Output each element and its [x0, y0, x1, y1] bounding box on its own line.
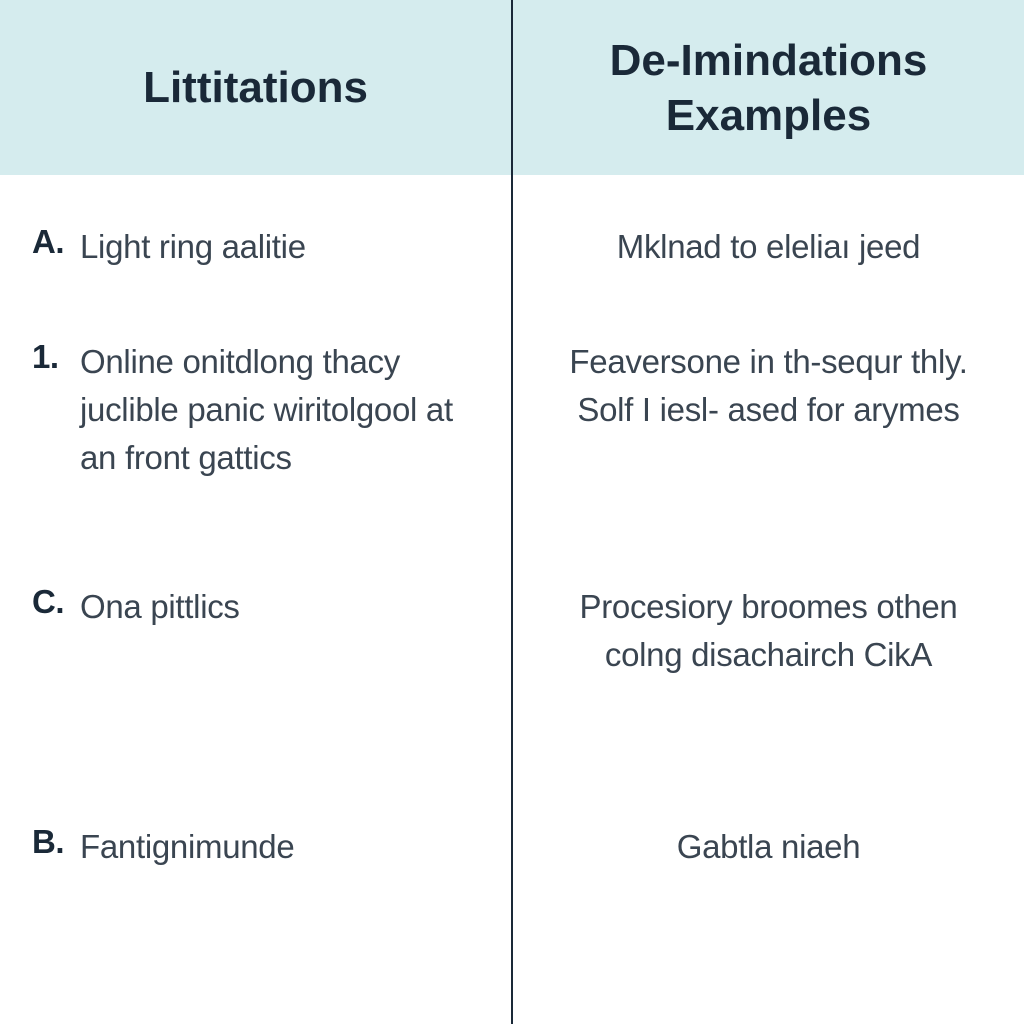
row-left-text: Fantignimunde — [80, 828, 294, 865]
row-right-text: Mklnad to eleliaı jeed — [565, 223, 972, 271]
table-body: A. Light ring aalitie 1. Online onitdlon… — [0, 175, 1024, 1024]
table-row: Feaversone in th-sequr thly. Solf I iesl… — [545, 338, 992, 583]
right-column: Mklnad to eleliaı jeed Feaversone in th-… — [513, 175, 1024, 1024]
row-marker: B. — [32, 823, 80, 861]
table-row: C. Ona pittlics — [32, 583, 479, 823]
table-row: A. Light ring aalitie — [32, 223, 479, 338]
table-row: Mklnad to eleliaı jeed — [545, 223, 992, 338]
row-left-text: Online onitdlong thacy juclible panic wi… — [80, 338, 479, 482]
left-column: A. Light ring aalitie 1. Online onitdlon… — [0, 175, 513, 1024]
table-row: Gabtla niaeh — [545, 823, 992, 923]
table-row: B. Fantignimunde — [32, 823, 479, 923]
row-right-text: Gabtla niaeh — [565, 823, 972, 871]
column-header-left: Littitations — [143, 60, 368, 115]
table-row: Procesiory broomes othen colng disachair… — [545, 583, 992, 823]
comparison-table: Littitations De-Imindations Examples A. … — [0, 0, 1024, 1024]
table-header-row: Littitations De-Imindations Examples — [0, 0, 1024, 175]
row-right-text: Feaversone in th-sequr thly. Solf I iesl… — [565, 338, 972, 434]
table-row: 1. Online onitdlong thacy juclible panic… — [32, 338, 479, 583]
row-right-text: Procesiory broomes othen colng disachair… — [565, 583, 972, 679]
header-cell-right: De-Imindations Examples — [513, 0, 1024, 175]
row-left-text: Ona pittlics — [80, 588, 240, 625]
row-marker: A. — [32, 223, 80, 261]
row-marker: 1. — [32, 338, 80, 376]
row-left-text: Light ring aalitie — [80, 228, 306, 265]
row-marker: C. — [32, 583, 80, 621]
column-header-right: De-Imindations Examples — [533, 33, 1004, 143]
header-cell-left: Littitations — [0, 0, 513, 175]
